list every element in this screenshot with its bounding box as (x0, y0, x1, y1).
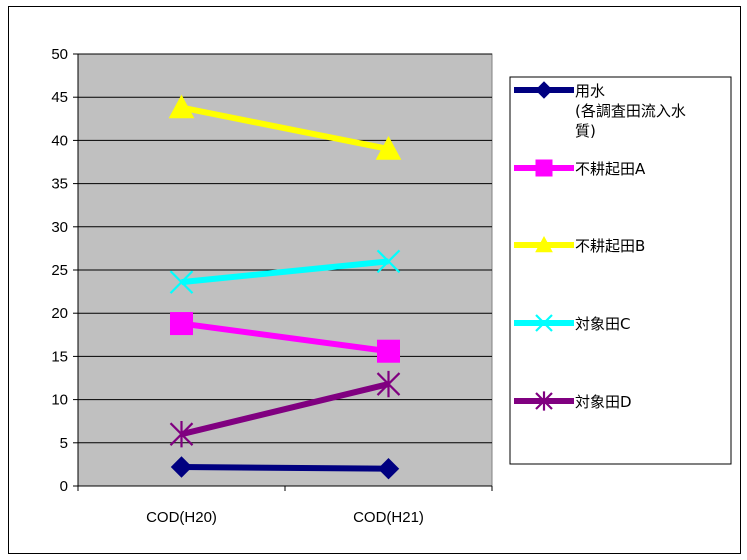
series-line (181, 463, 389, 472)
y-tick-label: 5 (60, 435, 68, 452)
series-line (180, 381, 390, 438)
data-point (169, 270, 194, 294)
data-point (169, 420, 194, 448)
y-tick-label: 0 (60, 478, 68, 495)
y-tick-label: 45 (51, 89, 68, 106)
series-line (180, 104, 390, 152)
legend-label: 質) (575, 122, 596, 140)
legend-label: (各調査田流入水 (575, 102, 686, 120)
y-tick-label: 40 (51, 132, 68, 149)
y-tick-label: 30 (51, 219, 68, 236)
data-point (170, 456, 193, 478)
legend-label: 不耕起田A (575, 160, 646, 178)
legend-marker (535, 235, 553, 253)
series-line (181, 320, 389, 355)
legend-label: 対象田D (575, 393, 632, 411)
data-point (170, 312, 193, 336)
y-tick-label: 20 (51, 305, 68, 322)
y-tick-label: 50 (51, 46, 68, 63)
legend-marker (535, 81, 553, 99)
y-tick-label: 15 (51, 348, 68, 365)
y-tick-label: 10 (51, 392, 68, 409)
legend-marker (535, 314, 553, 332)
data-point (376, 370, 401, 398)
y-tick-label: 35 (51, 176, 68, 193)
data-point (377, 339, 400, 363)
series-line (181, 258, 389, 286)
data-point (375, 135, 402, 160)
legend-marker (535, 391, 553, 411)
data-point (168, 94, 195, 119)
x-tick-label: COD(H21) (353, 509, 424, 526)
y-tick-label: 25 (51, 262, 68, 279)
legend-label: 対象田C (575, 315, 630, 333)
legend-marker (535, 159, 553, 177)
legend-label: 不耕起田B (575, 237, 645, 255)
data-point (376, 249, 401, 274)
data-point (377, 458, 400, 480)
x-tick-label: COD(H20) (146, 509, 217, 526)
legend-label: 用水 (575, 82, 605, 100)
